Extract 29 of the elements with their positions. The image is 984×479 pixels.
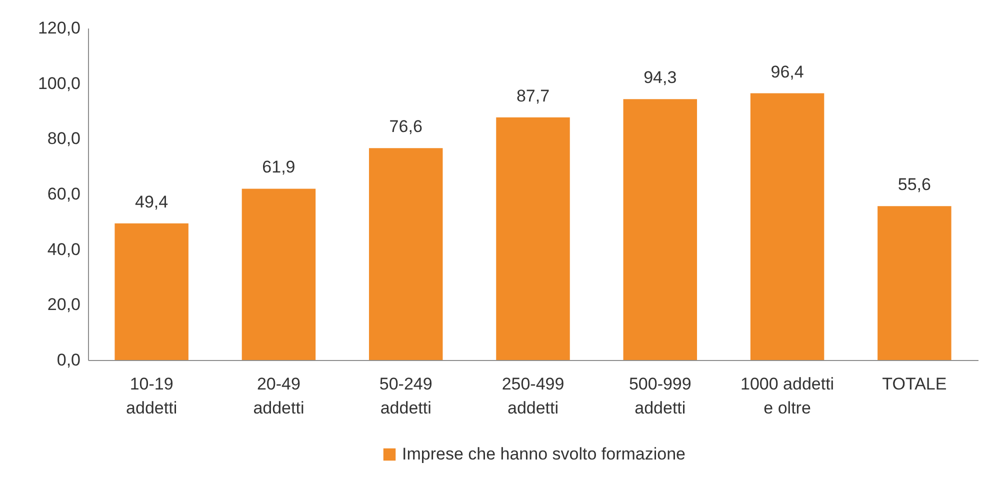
data-label: 94,3 bbox=[644, 68, 677, 88]
x-tick-label: 250-499 addetti bbox=[502, 374, 564, 418]
data-label: 76,6 bbox=[389, 117, 422, 136]
bar bbox=[242, 188, 316, 360]
x-tick-label: 50-249 addetti bbox=[379, 374, 432, 418]
y-tick-label: 100,0 bbox=[38, 74, 80, 93]
legend-label: Imprese che hanno svolto formazione bbox=[402, 444, 686, 464]
bar bbox=[368, 148, 443, 360]
y-tick-label: 40,0 bbox=[47, 240, 80, 259]
y-tick-label: 80,0 bbox=[47, 129, 80, 148]
bar bbox=[496, 117, 570, 360]
data-label: 96,4 bbox=[770, 62, 804, 82]
bar bbox=[878, 206, 952, 360]
x-tick-label: TOTALE bbox=[882, 374, 947, 394]
x-tick-label: 20-49 addetti bbox=[253, 374, 304, 418]
x-tick-label: 10-19 addetti bbox=[126, 374, 178, 418]
y-tick-label: 0,0 bbox=[56, 350, 80, 370]
data-label: 87,7 bbox=[516, 86, 550, 106]
x-tick-label: 500-999 addetti bbox=[628, 374, 692, 418]
y-tick-label: 120,0 bbox=[38, 18, 80, 38]
bar bbox=[623, 99, 698, 360]
bar bbox=[750, 93, 824, 360]
y-tick-label: 60,0 bbox=[47, 184, 80, 204]
bar bbox=[114, 223, 188, 360]
data-label: 55,6 bbox=[898, 175, 931, 194]
data-label: 61,9 bbox=[262, 158, 296, 177]
data-label: 49,4 bbox=[135, 192, 168, 212]
x-tick-label: 1000 addetti e oltre bbox=[740, 374, 834, 418]
y-tick-label: 20,0 bbox=[47, 295, 80, 314]
